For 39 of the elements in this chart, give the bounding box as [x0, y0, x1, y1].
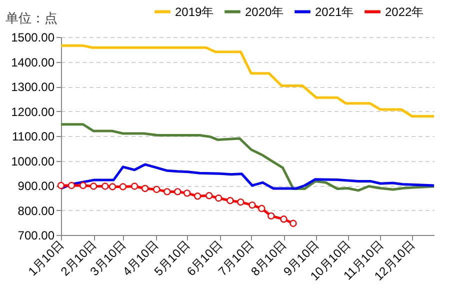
- point: [119, 183, 127, 190]
- point: [153, 186, 160, 194]
- point: [57, 182, 65, 190]
- point: [79, 182, 87, 190]
- legend-label: 2022年: [385, 4, 424, 19]
- point: [258, 204, 266, 212]
- point: [68, 182, 76, 190]
- y-tick-label: 900.00: [18, 179, 55, 193]
- point: [248, 201, 256, 209]
- y-tick-label: 1200.00: [11, 104, 55, 119]
- point: [226, 197, 234, 204]
- point: [280, 216, 288, 223]
- point: [102, 182, 109, 190]
- point: [183, 190, 191, 197]
- point: [290, 220, 297, 227]
- y-tick-label: 800.00: [18, 204, 55, 218]
- y-tick-label: 1300.00: [11, 80, 55, 94]
- point: [108, 183, 116, 190]
- point: [268, 212, 275, 220]
- point: [130, 182, 138, 190]
- point: [206, 192, 213, 200]
- y-tick-label: 1500.00: [11, 30, 55, 44]
- point: [237, 198, 244, 206]
- y-tick-label: 700.00: [18, 228, 55, 242]
- point: [194, 192, 202, 200]
- line-series: [60, 123, 436, 192]
- legend-label: 2019年: [175, 4, 214, 19]
- point: [215, 194, 222, 202]
- point: [90, 182, 98, 190]
- y-tick-label: 1000.00: [11, 154, 55, 168]
- y-tick-label: 1400.00: [11, 55, 55, 70]
- y-tick-label: 1100.00: [12, 130, 55, 144]
- line-series: [60, 44, 436, 118]
- point: [174, 188, 182, 196]
- legend-label: 2021年: [315, 4, 354, 19]
- legend-label: 2020年: [245, 4, 284, 19]
- point: [141, 184, 149, 192]
- y-axis-title: 单位：点: [6, 10, 58, 26]
- point: [164, 188, 171, 196]
